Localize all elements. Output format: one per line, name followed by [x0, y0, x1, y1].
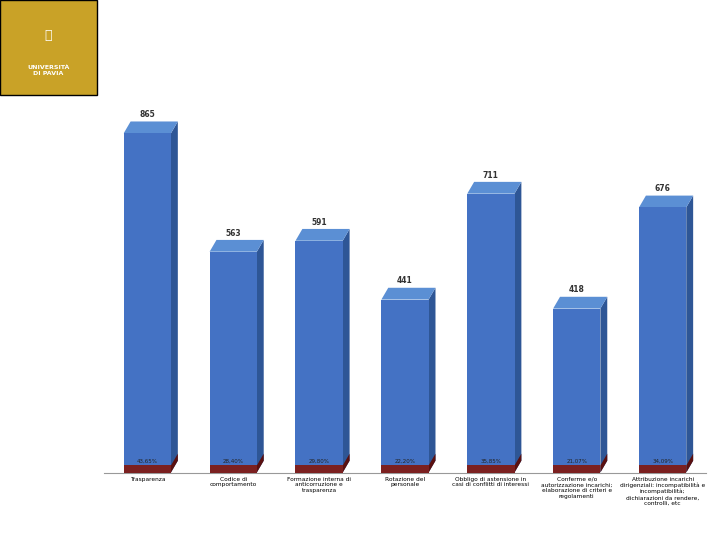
Text: 441: 441: [397, 276, 413, 286]
Bar: [382, 300, 428, 472]
Bar: [639, 465, 686, 472]
Bar: [210, 252, 257, 472]
Text: 28,40%: 28,40%: [222, 459, 243, 464]
Text: 13: 13: [683, 513, 702, 526]
Polygon shape: [553, 297, 607, 308]
Bar: [124, 133, 171, 472]
Bar: [124, 465, 171, 472]
Polygon shape: [686, 454, 693, 472]
Bar: [295, 241, 343, 472]
Text: 29,80%: 29,80%: [309, 459, 330, 464]
Polygon shape: [295, 229, 350, 241]
Polygon shape: [428, 288, 436, 472]
Polygon shape: [515, 454, 521, 472]
Text: 21,07%: 21,07%: [567, 459, 588, 464]
Text: 711: 711: [483, 171, 499, 179]
Polygon shape: [382, 288, 436, 300]
Bar: [467, 465, 515, 472]
Text: UNIVERSITÀ
DI PAVIA: UNIVERSITÀ DI PAVIA: [27, 65, 70, 76]
Text: 22,20%: 22,20%: [395, 459, 415, 464]
Polygon shape: [171, 122, 178, 472]
Polygon shape: [210, 240, 264, 252]
Polygon shape: [600, 297, 607, 472]
FancyBboxPatch shape: [0, 0, 97, 94]
Polygon shape: [600, 454, 607, 472]
Bar: [553, 308, 600, 472]
Bar: [210, 465, 257, 472]
Text: 591: 591: [311, 218, 327, 227]
Bar: [295, 465, 343, 472]
Text: 676: 676: [654, 184, 670, 193]
Text: unipv.eu: unipv.eu: [18, 513, 85, 526]
Text: 35,85%: 35,85%: [480, 459, 501, 464]
Polygon shape: [257, 240, 264, 472]
Text: 865: 865: [140, 110, 156, 119]
Polygon shape: [124, 122, 178, 133]
Text: Domanda n. 6: quali tra le seguenti misure pensa sia necessario
potenziare prior: Domanda n. 6: quali tra le seguenti misu…: [107, 25, 510, 55]
Polygon shape: [343, 454, 350, 472]
Polygon shape: [428, 454, 436, 472]
Polygon shape: [171, 454, 178, 472]
Text: 🏛: 🏛: [45, 29, 53, 43]
Bar: [639, 207, 686, 472]
Text: 418: 418: [569, 286, 585, 294]
Bar: [467, 194, 515, 472]
Text: 563: 563: [225, 228, 241, 238]
Bar: [382, 465, 428, 472]
Bar: [553, 465, 600, 472]
Polygon shape: [639, 195, 693, 207]
Polygon shape: [686, 195, 693, 472]
Polygon shape: [257, 454, 264, 472]
Polygon shape: [343, 229, 350, 472]
Text: 34,09%: 34,09%: [652, 459, 673, 464]
Polygon shape: [467, 182, 521, 194]
Text: 43,65%: 43,65%: [137, 459, 158, 464]
Polygon shape: [515, 182, 521, 473]
